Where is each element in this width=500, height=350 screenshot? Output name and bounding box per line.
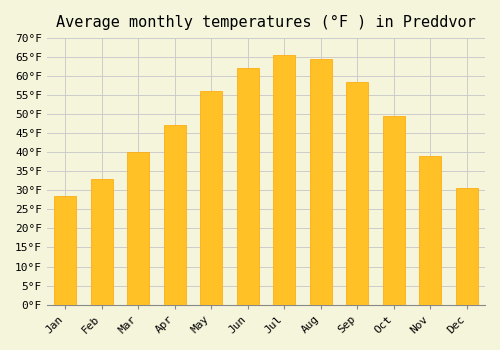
Bar (164, 125, 186, 304)
Bar (90, 179, 112, 304)
Bar (383, 116, 404, 304)
Bar (54, 196, 76, 304)
Bar (456, 188, 477, 304)
Bar (310, 59, 332, 304)
Bar (420, 156, 441, 304)
Bar (236, 68, 258, 304)
Bar (346, 82, 368, 304)
Bar (200, 91, 222, 304)
Bar (127, 152, 149, 304)
Title: Average monthly temperatures (°F ) in Preddvor: Average monthly temperatures (°F ) in Pr… (56, 15, 476, 30)
Bar (273, 55, 295, 304)
